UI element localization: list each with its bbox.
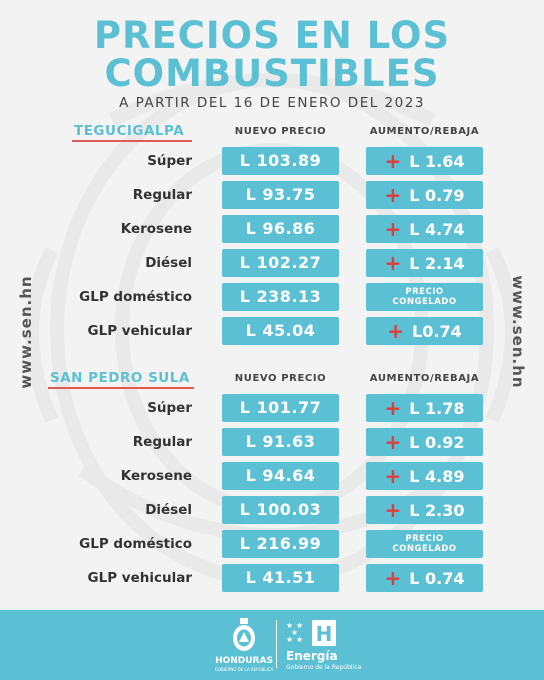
table-row: Súper L 103.89 + L 1.64	[0, 147, 544, 175]
price-value: L 41.51	[222, 564, 339, 592]
honduras-label: HONDURAS	[215, 656, 273, 666]
change-box: + L 4.74	[366, 215, 483, 243]
fuel-name: Diésel	[145, 255, 192, 271]
change-value: L 2.30	[409, 501, 465, 520]
fuel-name: GLP vehicular	[87, 323, 192, 339]
table-row: Regular L 91.63 + L 0.92	[0, 428, 544, 456]
plus-icon: +	[384, 183, 402, 207]
table-row: Diésel L 102.27 + L 2.14	[0, 249, 544, 277]
table-row: GLP doméstico L 238.13 PRECIO CONGELADO	[0, 283, 544, 311]
price-value: L 45.04	[222, 317, 339, 345]
table-row: GLP doméstico L 216.99 PRECIO CONGELADO	[0, 530, 544, 558]
footer-bar: HONDURAS GOBIERNO DE LA REPÚBLICA ★ ★ ★ ★…	[0, 610, 544, 680]
change-value: L 1.64	[409, 152, 465, 171]
honduras-coat-of-arms-icon	[233, 618, 255, 651]
page-title-line1: PRECIOS EN LOS	[93, 14, 451, 57]
plus-icon: +	[384, 149, 402, 173]
change-box: + L 2.14	[366, 249, 483, 277]
fuel-name: Kerosene	[120, 468, 192, 484]
table-row: Súper L 101.77 + L 1.78	[0, 394, 544, 422]
change-value: L 1.78	[409, 399, 465, 418]
price-value: L 93.75	[222, 181, 339, 209]
frozen-label-line2: CONGELADO	[392, 297, 457, 307]
fuel-name: Súper	[147, 400, 192, 416]
city-heading: SAN PEDRO SULA	[50, 370, 190, 386]
frozen-label-line1: PRECIO	[405, 534, 444, 544]
stars-icon: ★ ★ ★ ★ ★	[286, 621, 303, 644]
change-value: L 2.14	[409, 254, 465, 273]
frozen-label-line2: CONGELADO	[392, 544, 457, 554]
energia-label: Energía	[286, 649, 338, 663]
fuel-name: Diésel	[145, 502, 192, 518]
plus-icon: +	[384, 430, 402, 454]
plus-icon: +	[384, 566, 402, 590]
column-header-change: AUMENTO/REBAJA	[369, 373, 480, 384]
change-box: + L 1.64	[366, 147, 483, 175]
column-header-price: NUEVO PRECIO	[234, 126, 327, 137]
fuel-name: GLP doméstico	[79, 536, 192, 552]
city-underline	[72, 140, 192, 142]
change-value: L0.74	[412, 322, 462, 341]
table-row: Diésel L 100.03 + L 2.30	[0, 496, 544, 524]
change-box: + L 4.89	[366, 462, 483, 490]
price-value: L 94.64	[222, 462, 339, 490]
price-value: L 102.27	[222, 249, 339, 277]
svg-text:★: ★	[291, 628, 298, 637]
footer-divider	[276, 620, 277, 668]
frozen-label-line1: PRECIO	[405, 287, 444, 297]
change-box: + L 0.92	[366, 428, 483, 456]
frozen-price-badge: PRECIO CONGELADO	[366, 283, 483, 311]
change-value: L 4.89	[409, 467, 465, 486]
change-box: + L 2.30	[366, 496, 483, 524]
plus-icon: +	[384, 217, 402, 241]
price-value: L 238.13	[222, 283, 339, 311]
price-value: L 216.99	[222, 530, 339, 558]
fuel-name: GLP vehicular	[87, 570, 192, 586]
change-box: + L 1.78	[366, 394, 483, 422]
price-value: L 101.77	[222, 394, 339, 422]
svg-text:★: ★	[286, 621, 293, 630]
page-title-line2: COMBUSTIBLES	[104, 52, 440, 95]
price-value: L 91.63	[222, 428, 339, 456]
column-header-change: AUMENTO/REBAJA	[369, 126, 480, 137]
svg-text:★: ★	[286, 635, 293, 644]
price-value: L 96.86	[222, 215, 339, 243]
energia-sublabel: Gobierno de la República	[286, 664, 362, 671]
city-heading: TEGUCIGALPA	[74, 123, 185, 139]
price-value: L 103.89	[222, 147, 339, 175]
energia-letter: H	[316, 622, 333, 646]
change-box: + L 0.74	[366, 564, 483, 592]
plus-icon: +	[384, 396, 402, 420]
table-row: Regular L 93.75 + L 0.79	[0, 181, 544, 209]
plus-icon: +	[384, 498, 402, 522]
fuel-name: Súper	[147, 153, 192, 169]
table-row: Kerosene L 94.64 + L 4.89	[0, 462, 544, 490]
city-underline	[48, 387, 194, 389]
change-value: L 0.74	[409, 569, 465, 588]
table-row: GLP vehicular L 41.51 + L 0.74	[0, 564, 544, 592]
table-row: Kerosene L 96.86 + L 4.74	[0, 215, 544, 243]
change-value: L 0.92	[409, 433, 465, 452]
svg-text:★: ★	[296, 635, 303, 644]
svg-text:★: ★	[296, 621, 303, 630]
price-value: L 100.03	[222, 496, 339, 524]
energia-logo-icon: H	[312, 620, 336, 646]
plus-icon: +	[384, 251, 402, 275]
change-box: + L 0.79	[366, 181, 483, 209]
plus-icon: +	[384, 464, 402, 488]
honduras-sublabel: GOBIERNO DE LA REPÚBLICA	[214, 667, 274, 672]
change-box: + L0.74	[366, 317, 483, 345]
fuel-name: Regular	[132, 187, 192, 203]
page-subtitle: A PARTIR DEL 16 DE ENERO DEL 2023	[119, 95, 425, 111]
column-header-price: NUEVO PRECIO	[234, 373, 327, 384]
table-row: GLP vehicular L 45.04 + L0.74	[0, 317, 544, 345]
change-value: L 4.74	[409, 220, 465, 239]
frozen-price-badge: PRECIO CONGELADO	[366, 530, 483, 558]
fuel-name: GLP doméstico	[79, 289, 192, 305]
fuel-name: Regular	[132, 434, 192, 450]
fuel-name: Kerosene	[120, 221, 192, 237]
change-value: L 0.79	[409, 186, 465, 205]
plus-icon: +	[387, 319, 405, 343]
